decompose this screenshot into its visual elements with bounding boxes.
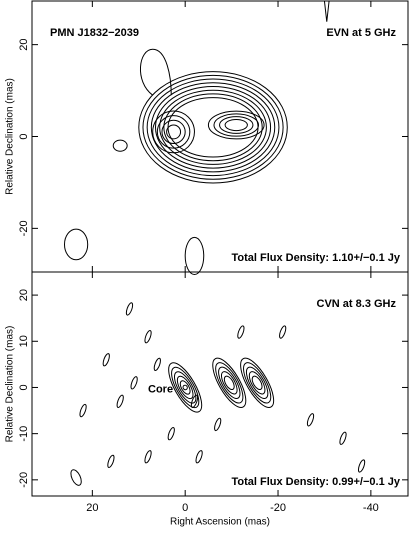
contour (225, 119, 247, 130)
contour (156, 86, 271, 168)
contour (306, 413, 315, 427)
x-tick-label: 20 (86, 502, 98, 514)
contour (182, 384, 188, 390)
contour (185, 237, 204, 274)
y-tick-label: -20 (18, 220, 30, 236)
contour (236, 325, 245, 339)
annotation: Total Flux Density: 1.10+/−0.1 Jy (231, 252, 400, 264)
contour (139, 72, 287, 183)
contour (125, 302, 134, 316)
y-tick-label: 0 (18, 133, 30, 139)
y-tick-label: 10 (18, 335, 30, 347)
x-tick-label: -20 (270, 502, 286, 514)
x-tick-label: 0 (182, 502, 188, 514)
contour (113, 140, 127, 151)
x-tick-label: -40 (363, 502, 379, 514)
contour-map (64, 1, 329, 274)
contour (160, 90, 267, 164)
contour (153, 357, 162, 371)
chart-title: PMN J1832−2039 (50, 27, 139, 39)
contour (278, 325, 287, 339)
contour (324, 1, 329, 22)
chart-subtitle: EVN at 5 GHz (326, 27, 396, 39)
chart-subtitle: CVN at 8.3 GHz (317, 298, 397, 310)
contour (162, 120, 185, 143)
contour (144, 330, 153, 344)
contour (116, 394, 125, 408)
contour (79, 404, 88, 418)
contour (144, 450, 153, 464)
annotation: Core (148, 384, 173, 396)
contour-map (69, 302, 366, 487)
contour (214, 364, 244, 401)
contour (339, 431, 348, 445)
contour (242, 364, 272, 401)
contour (102, 353, 111, 367)
contour (168, 98, 258, 157)
figure: 20 0 -20 Relative Declination (mas) PMN J183… (0, 0, 410, 537)
annotation: Total Flux Density: 0.99+/−0.1 Jy (231, 476, 400, 488)
contour (130, 376, 139, 390)
y-tick-label: 20 (18, 39, 30, 51)
contour (195, 450, 204, 464)
contour (64, 229, 87, 260)
x-axis-label: Right Ascension (mas) (170, 517, 270, 528)
y-tick-label: -20 (18, 472, 30, 488)
contour (69, 468, 84, 487)
contour (170, 369, 200, 406)
y-tick-label: 0 (18, 384, 30, 390)
contour (357, 459, 366, 473)
contour (167, 427, 176, 441)
contour (153, 111, 195, 153)
y-axis-label: Relative Declination (mas) (5, 326, 16, 443)
y-axis-label: Relative Declination (mas) (5, 78, 16, 195)
contour (213, 418, 222, 432)
contour (214, 114, 259, 136)
y-tick-label: 20 (18, 289, 30, 301)
contour (208, 111, 264, 139)
y-tick-label: -10 (18, 426, 30, 442)
contour (107, 454, 116, 468)
contour (151, 83, 274, 172)
